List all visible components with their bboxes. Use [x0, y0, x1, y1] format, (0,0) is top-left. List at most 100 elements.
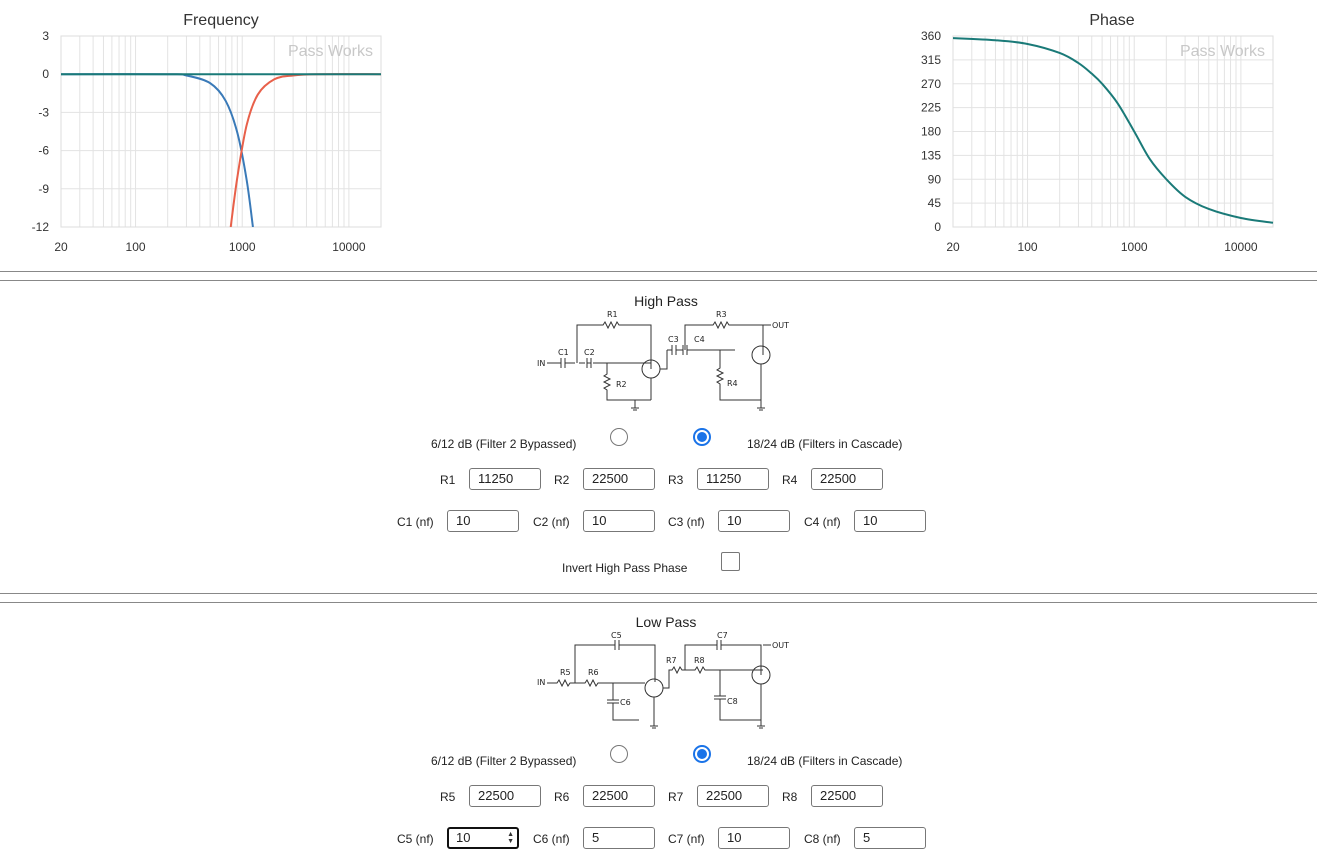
lp-schem-c6: C6 — [620, 698, 631, 707]
y-tick-label: 0 — [42, 67, 49, 81]
c4-label: C4 (nf) — [804, 515, 841, 529]
c1-label: C1 (nf) — [397, 515, 434, 529]
y-tick-label: -12 — [32, 220, 50, 234]
lp-schem-r5: R5 — [560, 668, 571, 677]
c5-input[interactable]: 10 ▲ ▼ — [447, 827, 519, 849]
hp-schem-c4: C4 — [694, 335, 705, 344]
r4-label: R4 — [782, 473, 798, 487]
low-pass-schematic: IN OUT R5 R6 R7 R8 C5 C6 C7 C8 — [537, 631, 789, 729]
lp-schem-c5: C5 — [611, 631, 622, 640]
phase-chart-svg: Phase 360 315 270 225 180 135 90 45 0 20 100 1000 10… — [921, 12, 1274, 254]
r5-input[interactable]: 22500 — [469, 785, 541, 807]
y-tick-label: 270 — [921, 77, 941, 91]
hp-schem-c3: C3 — [668, 335, 679, 344]
hp-schem-c2: C2 — [584, 348, 595, 357]
hp-mode-bypass-label: 6/12 dB (Filter 2 Bypassed) — [431, 437, 577, 451]
high-pass-title: High Pass — [634, 293, 698, 309]
x-tick-label: 1000 — [1121, 240, 1148, 254]
x-tick-label: 20 — [946, 240, 960, 254]
r5-label: R5 — [440, 790, 456, 804]
r7-input[interactable]: 22500 — [697, 785, 769, 807]
c2-label: C2 (nf) — [533, 515, 570, 529]
r6-label: R6 — [554, 790, 570, 804]
c3-label: C3 (nf) — [668, 515, 705, 529]
c7-input[interactable]: 10 — [718, 827, 790, 849]
frequency-chart-title: Frequency — [183, 12, 259, 29]
section-divider — [0, 271, 1317, 281]
high-pass-schematic: IN OUT R1 R2 R3 R4 C1 C2 C3 C4 — [537, 310, 789, 411]
series-line-0 — [952, 37, 1274, 224]
c4-input[interactable]: 10 — [854, 510, 926, 532]
hp-mode-cascade-label: 18/24 dB (Filters in Cascade) — [747, 437, 903, 451]
hp-mode-bypass-radio[interactable] — [610, 428, 628, 446]
x-tick-label: 1000 — [229, 240, 256, 254]
hp-schem-r1: R1 — [607, 310, 618, 319]
y-tick-label: 3 — [42, 29, 49, 43]
r1-input[interactable]: 11250 — [469, 468, 541, 490]
lp-schem-r6: R6 — [588, 668, 599, 677]
low-pass-title: Low Pass — [635, 614, 697, 630]
lp-mode-bypass-radio[interactable] — [610, 745, 628, 763]
r6-input[interactable]: 22500 — [583, 785, 655, 807]
hp-schem-out: OUT — [772, 321, 789, 330]
y-tick-label: 225 — [921, 101, 941, 115]
hp-schem-r4: R4 — [727, 379, 738, 388]
plot-frame — [60, 35, 382, 228]
c8-input[interactable]: 5 — [854, 827, 926, 849]
r7-label: R7 — [668, 790, 684, 804]
x-tick-label: 10000 — [1224, 240, 1258, 254]
y-tick-label: 360 — [921, 29, 941, 43]
y-tick-label: -9 — [38, 182, 49, 196]
lp-mode-cascade-radio[interactable] — [693, 745, 711, 763]
r8-label: R8 — [782, 790, 798, 804]
r8-input[interactable]: 22500 — [811, 785, 883, 807]
plot-frame — [952, 35, 1274, 228]
lp-schem-out: OUT — [772, 641, 789, 650]
lp-schem-r8: R8 — [694, 656, 705, 665]
y-tick-label: 45 — [928, 196, 942, 210]
frequency-watermark: Pass Works — [288, 43, 373, 60]
y-tick-label: 90 — [928, 172, 942, 186]
phase-chart: Phase 360 315 270 225 180 135 90 45 0 20 100 1000 10… — [900, 0, 1317, 262]
x-tick-label: 10000 — [332, 240, 366, 254]
c5-label: C5 (nf) — [397, 832, 434, 846]
c5-input-value: 10 — [456, 830, 471, 845]
c1-input[interactable]: 10 — [447, 510, 519, 532]
hp-schem-r2: R2 — [616, 380, 627, 389]
hp-schem-r3: R3 — [716, 310, 727, 319]
y-tick-label: 0 — [934, 220, 941, 234]
y-tick-label: -3 — [38, 105, 49, 119]
hp-mode-cascade-radio[interactable] — [693, 428, 711, 446]
hp-schem-c1: C1 — [558, 348, 569, 357]
invert-hp-phase-checkbox[interactable] — [721, 552, 740, 571]
y-tick-label: 180 — [921, 125, 941, 139]
lp-schem-in: IN — [537, 678, 545, 687]
hp-schem-in: IN — [537, 359, 545, 368]
r2-label: R2 — [554, 473, 570, 487]
x-tick-label: 20 — [54, 240, 68, 254]
lp-schem-c7: C7 — [717, 631, 728, 640]
section-divider — [0, 593, 1317, 603]
c7-label: C7 (nf) — [668, 832, 705, 846]
r4-input[interactable]: 22500 — [811, 468, 883, 490]
r1-label: R1 — [440, 473, 456, 487]
phase-chart-title: Phase — [1089, 12, 1134, 29]
frequency-chart: Frequency 3 0 -3 -6 -9 -12 20 100 1000 10000 Pass… — [0, 0, 400, 262]
c6-label: C6 (nf) — [533, 832, 570, 846]
y-tick-label: 135 — [921, 148, 941, 162]
spinner-arrows-icon[interactable]: ▲ ▼ — [507, 831, 514, 845]
r3-label: R3 — [668, 473, 684, 487]
r2-input[interactable]: 22500 — [583, 468, 655, 490]
lp-schem-c8: C8 — [727, 697, 738, 706]
c6-input[interactable]: 5 — [583, 827, 655, 849]
x-tick-label: 100 — [126, 240, 146, 254]
c2-input[interactable]: 10 — [583, 510, 655, 532]
c3-input[interactable]: 10 — [718, 510, 790, 532]
phase-watermark: Pass Works — [1180, 43, 1265, 60]
lp-mode-cascade-label: 18/24 dB (Filters in Cascade) — [747, 754, 903, 768]
y-tick-label: -6 — [38, 144, 49, 158]
invert-hp-phase-label: Invert High Pass Phase — [562, 561, 688, 575]
lp-mode-bypass-label: 6/12 dB (Filter 2 Bypassed) — [431, 754, 577, 768]
r3-input[interactable]: 11250 — [697, 468, 769, 490]
lp-schem-r7: R7 — [666, 656, 677, 665]
